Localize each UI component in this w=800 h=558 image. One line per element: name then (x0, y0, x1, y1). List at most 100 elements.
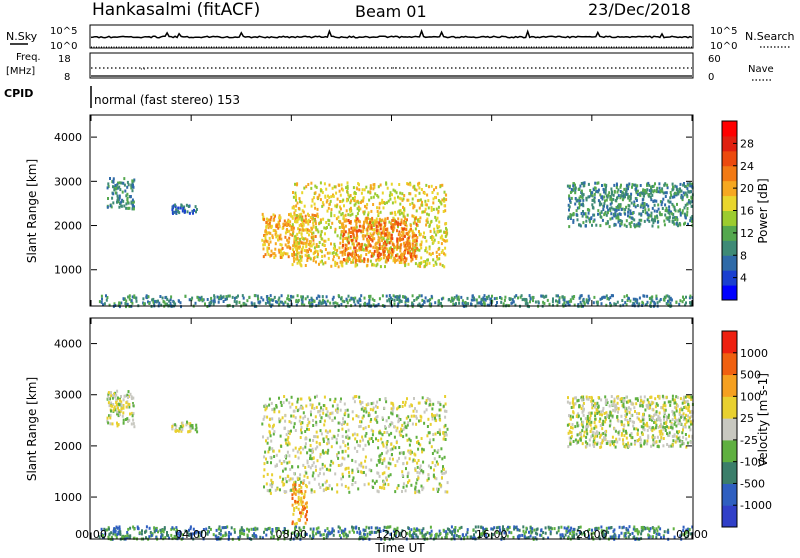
echo-cell (632, 532, 634, 535)
echo-cell (297, 409, 299, 412)
echo-cell (315, 415, 317, 418)
echo-cell (111, 197, 113, 200)
echo-cell (618, 194, 620, 197)
echo-cell (284, 220, 286, 223)
echo-cell (413, 453, 415, 456)
echo-cell (336, 441, 338, 444)
echo-cell (654, 182, 656, 185)
echo-cell (315, 469, 317, 472)
echo-cell (356, 450, 358, 453)
echo-cell (313, 407, 315, 410)
echo-cell (444, 416, 446, 419)
echo-cell (330, 226, 332, 229)
echo-cell (417, 466, 419, 469)
noise-panel: N.Sky 10^5 10^0 10^5 10^0 N.Search (6, 25, 795, 52)
echo-cell (163, 300, 165, 303)
echo-cell (422, 210, 424, 213)
echo-cell (372, 408, 374, 411)
echo-cell (170, 295, 172, 298)
echo-cell (407, 240, 409, 243)
echo-cell (663, 298, 665, 301)
echo-cell (406, 485, 408, 488)
echo-cell (225, 298, 227, 301)
echo-cell (426, 219, 428, 222)
echo-cell (369, 221, 371, 224)
echo-cell (431, 445, 433, 448)
echo-cell (613, 184, 615, 187)
echo-cell (578, 188, 580, 191)
echo-cell (632, 212, 634, 215)
echo-cell (402, 405, 404, 408)
freq-label-line2: [MHz] (6, 66, 35, 77)
echo-cell (329, 484, 331, 487)
echo-cell (327, 440, 329, 443)
echo-cell (425, 224, 427, 227)
echo-cell (328, 469, 330, 472)
echo-cell (129, 298, 131, 301)
echo-cell (440, 484, 442, 487)
echo-cell (314, 478, 316, 481)
echo-cell (628, 204, 630, 207)
echo-cell (628, 208, 630, 211)
echo-cell (278, 417, 280, 420)
echo-cell (513, 536, 515, 539)
echo-cell (637, 531, 639, 534)
echo-cell (327, 252, 329, 255)
echo-cell (254, 528, 256, 531)
echo-cell (345, 244, 347, 247)
echo-cell (362, 230, 364, 233)
echo-cell (308, 248, 310, 251)
echo-cell (569, 205, 571, 208)
echo-cell (210, 297, 212, 300)
echo-cell (642, 210, 644, 213)
echo-cell (426, 434, 428, 437)
echo-cell (562, 295, 564, 298)
echo-cell (429, 532, 431, 535)
echo-cell (431, 206, 433, 209)
echo-cell (349, 531, 351, 534)
echo-cell (402, 435, 404, 438)
echo-cell (271, 225, 273, 228)
echo-cell (399, 250, 401, 253)
echo-cell (297, 294, 299, 297)
echo-cell (322, 201, 324, 204)
echo-cell (424, 236, 426, 239)
echo-cell (288, 401, 290, 404)
echo-cell (627, 531, 629, 534)
echo-cell (396, 487, 398, 490)
echo-cell (376, 464, 378, 467)
echo-cell (417, 477, 419, 480)
echo-cell (577, 218, 579, 221)
echo-cell (282, 247, 284, 250)
echo-cell (316, 228, 318, 231)
echo-cell (388, 462, 390, 465)
echo-cell (410, 224, 412, 227)
echo-cell (270, 434, 272, 437)
echo-cell (320, 261, 322, 264)
echo-cell (510, 302, 512, 305)
echo-cell (269, 483, 271, 486)
echo-cell (618, 221, 620, 224)
echo-cell (310, 528, 312, 531)
echo-cell (352, 417, 354, 420)
nsky-trace (91, 31, 692, 38)
echo-cell (319, 410, 321, 413)
echo-cell (388, 250, 390, 253)
echo-cell (358, 188, 360, 191)
echo-cell (649, 189, 651, 192)
echo-cell (246, 299, 248, 302)
echo-cell (418, 249, 420, 252)
echo-cell (113, 181, 115, 184)
echo-cell (374, 228, 376, 231)
echo-cell (589, 298, 591, 301)
echo-cell (425, 184, 427, 187)
echo-cell (281, 294, 283, 297)
echo-cell (411, 214, 413, 217)
echo-cell (513, 525, 515, 528)
echo-cell (333, 243, 335, 246)
noise-tick-right-top: 10^5 (710, 26, 737, 37)
echo-cell (433, 475, 435, 478)
echo-cell (104, 302, 106, 305)
echo-cell (604, 296, 606, 299)
echo-cell (316, 406, 318, 409)
